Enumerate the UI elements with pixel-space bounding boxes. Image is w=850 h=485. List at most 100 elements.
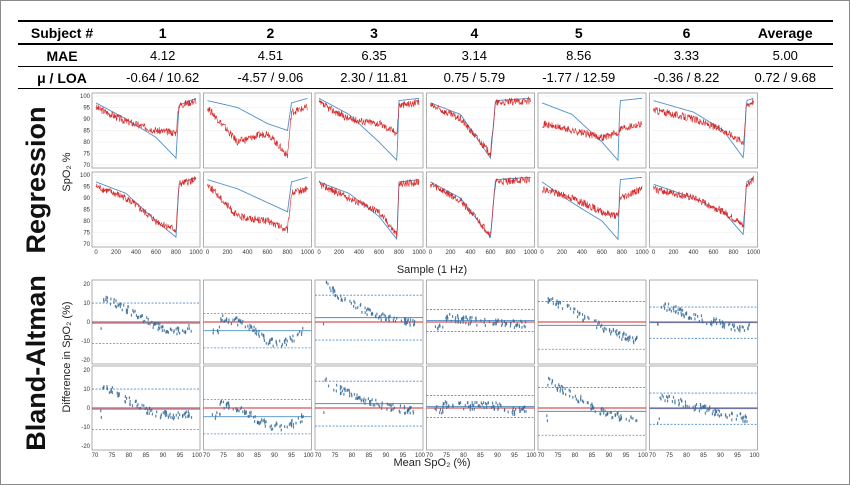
data-point (117, 392, 119, 396)
data-point (167, 331, 169, 334)
data-point (335, 389, 337, 393)
data-point (141, 403, 143, 407)
data-point (268, 341, 270, 345)
x-tick-label: 80 (126, 453, 133, 459)
data-point (561, 307, 564, 311)
data-point (685, 312, 687, 316)
data-point (152, 326, 154, 330)
data-point (700, 404, 702, 408)
data-point (228, 318, 230, 322)
data-point (145, 406, 148, 410)
data-point (556, 389, 559, 392)
data-point (129, 399, 131, 403)
data-point (441, 411, 443, 415)
data-point (409, 406, 412, 410)
x-tick-label: 70 (426, 453, 433, 459)
data-point (634, 337, 637, 341)
data-point (124, 400, 127, 404)
data-point (160, 415, 162, 418)
y-tick-label: 10 (83, 301, 90, 307)
data-point (710, 320, 712, 324)
data-point (334, 290, 336, 293)
regression-panel-s6-r2: 0 200 400 600 800 1000 (649, 171, 761, 256)
data-point (584, 314, 586, 318)
data-point (156, 410, 158, 414)
x-tick-label: 95 (177, 453, 184, 459)
data-point (434, 407, 436, 411)
data-point (133, 310, 135, 314)
summary-table: Subject # 1 2 3 4 5 6 Average MAE 4.12 4… (18, 20, 833, 89)
header-subject-1: 1 (106, 20, 220, 45)
data-point (549, 298, 551, 302)
data-point (137, 403, 139, 406)
data-point (590, 407, 592, 411)
data-point (115, 299, 117, 303)
data-point (681, 399, 683, 403)
data-point (683, 314, 685, 318)
data-point (149, 322, 151, 326)
data-point (259, 422, 261, 426)
data-point (366, 313, 368, 317)
data-point (220, 399, 222, 403)
data-point (678, 403, 680, 407)
data-point (559, 389, 561, 393)
data-point (524, 405, 526, 409)
x-tick-label: 75 (555, 453, 562, 459)
data-point (742, 415, 744, 419)
data-point (159, 322, 161, 326)
data-point (713, 317, 715, 320)
data-point (564, 387, 566, 391)
data-point (561, 388, 564, 392)
data-point (728, 413, 731, 417)
data-point (446, 406, 448, 410)
data-point (673, 309, 675, 313)
regression-x-label: Sample (1 Hz) (397, 264, 467, 276)
data-point (289, 421, 292, 425)
data-point (291, 338, 293, 342)
data-point (586, 401, 588, 405)
ba-y-label: Difference in SpO₂ (%) (61, 301, 73, 412)
data-point (389, 403, 391, 407)
data-point (382, 312, 384, 316)
y-tick-label: 95 (83, 185, 90, 191)
data-point (521, 408, 523, 411)
data-point (172, 416, 174, 420)
data-point (457, 320, 459, 324)
data-point (409, 321, 411, 325)
data-point (173, 417, 175, 421)
data-point (361, 310, 363, 314)
data-point (572, 395, 574, 399)
data-point (459, 321, 462, 324)
bland-altman-panel-s1-r2: -20 -10 0 10 20 70 75 80 85 90 95 100 (81, 365, 203, 459)
data-point (357, 306, 359, 310)
data-point (336, 295, 339, 299)
data-point (660, 397, 662, 401)
data-point (722, 321, 725, 325)
data-point (388, 318, 390, 322)
data-point (288, 423, 291, 426)
header-subject-5: 5 (522, 20, 636, 45)
data-point (301, 330, 303, 334)
data-point (511, 411, 513, 414)
data-point (236, 409, 238, 413)
x-tick-label: 1000 (524, 250, 538, 256)
data-point (619, 331, 621, 334)
data-point (734, 328, 736, 332)
mae-subject-3: 6.35 (321, 44, 427, 67)
data-point (705, 404, 707, 408)
data-point (390, 409, 392, 412)
data-point (325, 377, 327, 381)
data-point (630, 415, 632, 419)
data-point (124, 395, 126, 398)
x-tick-label: 1000 (412, 250, 426, 256)
data-point (496, 320, 498, 323)
data-point (678, 307, 681, 311)
data-point (513, 410, 516, 414)
x-tick-label: 85 (143, 453, 150, 459)
data-point (632, 416, 634, 420)
x-tick-label: 600 (708, 250, 719, 256)
x-tick-label: 800 (394, 250, 405, 256)
x-tick-label: 400 (688, 250, 699, 256)
data-point (299, 330, 301, 334)
data-point (380, 313, 383, 317)
